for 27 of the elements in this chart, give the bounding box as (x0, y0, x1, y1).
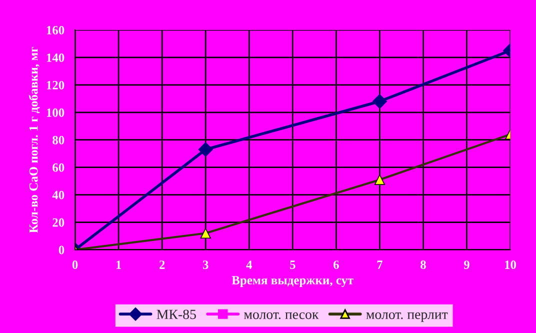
x-tick-label: 9 (464, 260, 470, 269)
y-tick-label: 100 (46, 108, 64, 117)
x-axis-title: Время выдержки, сут (232, 276, 354, 288)
y-tick-label: 0 (58, 246, 64, 254)
x-tick-label: 0 (72, 260, 78, 269)
x-tick-label: 4 (246, 260, 252, 269)
x-tick-label: 8 (420, 260, 426, 269)
point (372, 94, 387, 109)
x-tick-label: 10 (505, 260, 516, 269)
y-axis-title: Кол-во CaO погл. 1 г добавки, мг (28, 46, 40, 233)
x-tick-label: 1 (116, 260, 122, 269)
y-tick-label: 160 (46, 26, 64, 34)
y-tick-label: 120 (46, 80, 64, 90)
legend-label: МК-85 (156, 310, 196, 320)
x-tick-label: 5 (290, 260, 296, 269)
x-tick-label: 7 (377, 260, 383, 269)
legend-label: молот. песок (244, 312, 319, 320)
legend-label: молот. перлит (366, 312, 448, 322)
x-tick-label: 3 (202, 260, 208, 269)
y-tick-label: 60 (52, 163, 64, 172)
x-tick-label: 6 (333, 260, 339, 269)
x-tick-label: 2 (159, 260, 165, 269)
y-tick-label: 80 (52, 136, 64, 144)
y-tick-label: 20 (52, 218, 64, 227)
point (198, 142, 213, 157)
y-tick-label: 140 (46, 53, 64, 62)
y-tick-label: 40 (52, 190, 64, 200)
